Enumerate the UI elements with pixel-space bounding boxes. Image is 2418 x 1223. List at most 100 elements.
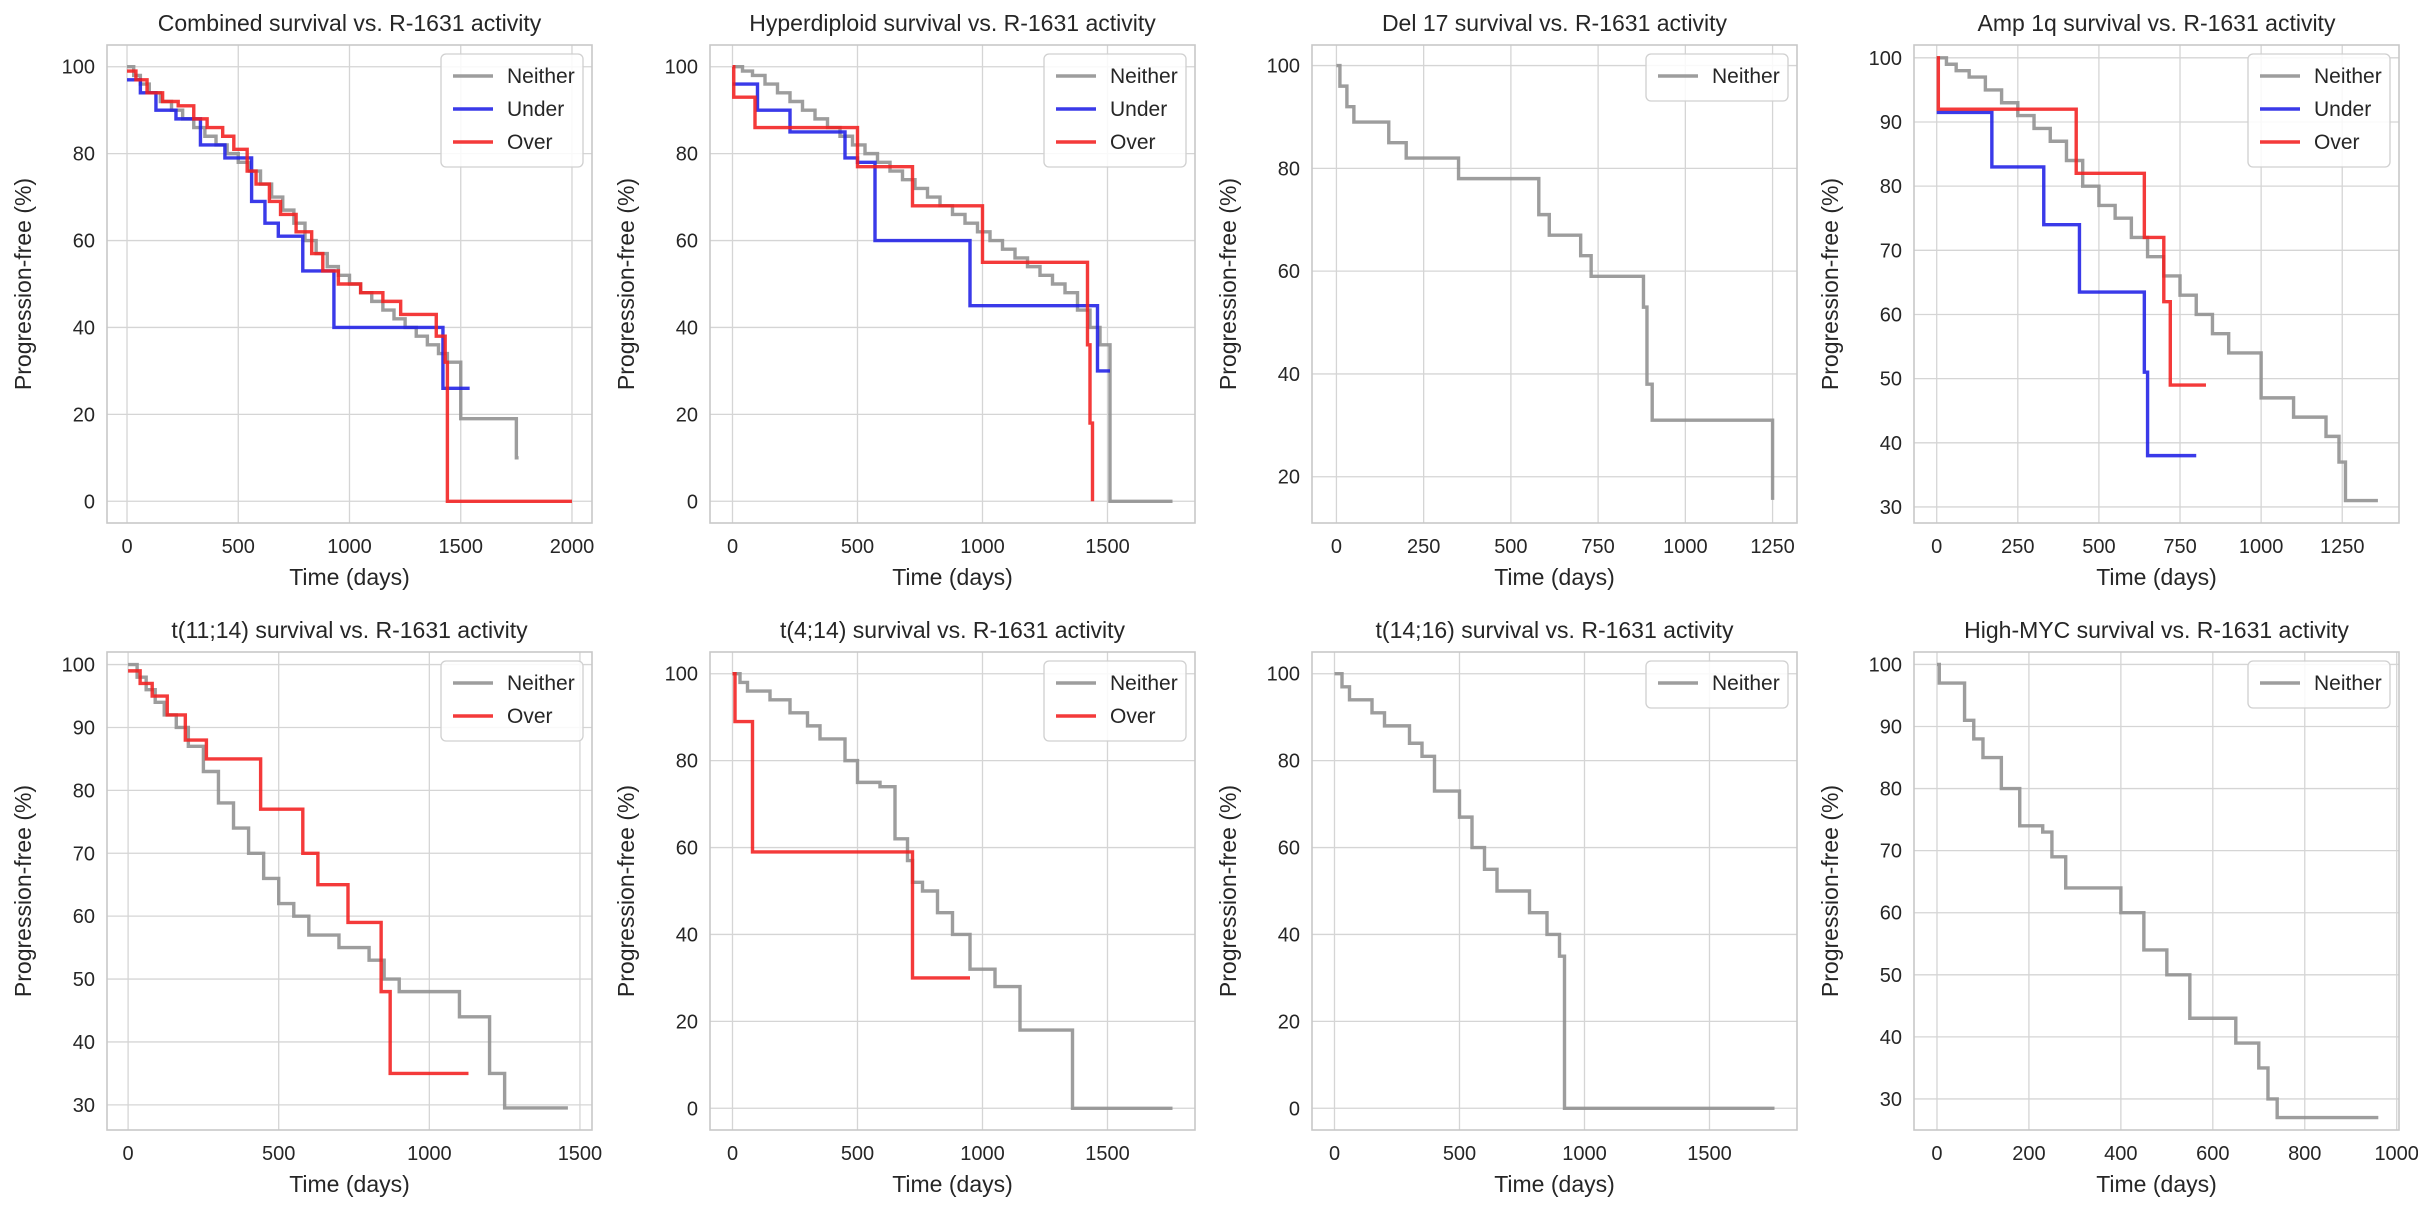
series-line-under bbox=[732, 82, 1110, 373]
chart-title: t(11;14) survival vs. R-1631 activity bbox=[171, 617, 528, 643]
plot-frame bbox=[709, 651, 1196, 1131]
y-tick-label: 20 bbox=[676, 1011, 698, 1033]
plot-frame bbox=[1913, 651, 2400, 1131]
y-axis-label: Progression-free (%) bbox=[1817, 178, 1843, 390]
y-tick-label: 40 bbox=[1278, 924, 1300, 946]
y-tick-label: 20 bbox=[676, 404, 698, 426]
series-line-neither bbox=[1936, 662, 2379, 1120]
y-tick-label: 100 bbox=[665, 664, 698, 686]
chart-title: t(14;16) survival vs. R-1631 activity bbox=[1376, 617, 1734, 643]
legend-label: Neither bbox=[507, 65, 575, 88]
y-tick-label: 90 bbox=[1880, 112, 1902, 134]
y-tick-label: 80 bbox=[73, 144, 95, 166]
subplot-6: 0 500 1000 1500 0 20 40 60 80 100 t(4;14) survival… bbox=[613, 617, 1196, 1197]
series-line-neither bbox=[1936, 56, 2378, 503]
subplot-7: 0 500 1000 1500 0 20 40 60 80 100 t(14;16) surviva… bbox=[1215, 617, 1798, 1197]
y-tick-label: 20 bbox=[1278, 1011, 1300, 1033]
x-tick-label: 1250 bbox=[1750, 536, 1795, 558]
legend-label: Neither bbox=[1110, 672, 1178, 695]
x-tick-label: 1000 bbox=[960, 536, 1005, 558]
x-tick-label: 1000 bbox=[327, 536, 372, 558]
chart-title: t(4;14) survival vs. R-1631 activity bbox=[780, 617, 1126, 643]
x-tick-label: 0 bbox=[1331, 536, 1342, 558]
y-tick-label: 100 bbox=[62, 655, 95, 677]
y-tick-label: 30 bbox=[73, 1095, 95, 1117]
legend-label: Under bbox=[507, 98, 564, 121]
legend-label: Under bbox=[1110, 98, 1167, 121]
x-tick-label: 1500 bbox=[558, 1143, 603, 1165]
x-tick-label: 500 bbox=[841, 1143, 874, 1165]
series-line-neither bbox=[732, 672, 1173, 1110]
subplot-1: 0 500 1000 1500 2000 0 20 40 60 80 100 Combined sur… bbox=[10, 10, 594, 590]
y-tick-label: 90 bbox=[1880, 716, 1902, 738]
chart-title: Amp 1q survival vs. R-1631 activity bbox=[1978, 10, 2336, 36]
legend-label: Neither bbox=[1712, 65, 1780, 88]
y-tick-label: 100 bbox=[1869, 48, 1902, 70]
y-tick-label: 0 bbox=[687, 1098, 698, 1120]
x-tick-label: 500 bbox=[1494, 536, 1527, 558]
x-axis-label: Time (days) bbox=[892, 1171, 1013, 1197]
x-tick-label: 400 bbox=[2104, 1143, 2137, 1165]
series-line-under bbox=[127, 78, 470, 390]
y-tick-label: 80 bbox=[1278, 158, 1300, 180]
subplot-3: 0 250 500 750 1000 1250 20 40 60 80 100 Del 17 surv… bbox=[1215, 10, 1798, 590]
y-tick-label: 30 bbox=[1880, 1089, 1902, 1111]
x-tick-label: 750 bbox=[2163, 536, 2196, 558]
y-tick-label: 90 bbox=[73, 717, 95, 739]
y-axis-label: Progression-free (%) bbox=[613, 178, 639, 390]
x-tick-label: 1000 bbox=[2374, 1143, 2418, 1165]
legend-box bbox=[1645, 53, 1789, 102]
y-tick-label: 60 bbox=[1880, 304, 1902, 326]
subplot-2: 0 500 1000 1500 0 20 40 60 80 100 Hyperdiploid sur… bbox=[613, 10, 1196, 590]
y-tick-label: 60 bbox=[1880, 903, 1902, 925]
x-axis-label: Time (days) bbox=[289, 564, 410, 590]
x-tick-label: 500 bbox=[262, 1143, 295, 1165]
y-tick-label: 20 bbox=[73, 404, 95, 426]
series-line-neither bbox=[732, 65, 1173, 503]
y-tick-label: 30 bbox=[1880, 497, 1902, 519]
y-tick-label: 50 bbox=[1880, 369, 1902, 391]
x-tick-label: 1000 bbox=[1562, 1143, 1607, 1165]
y-tick-label: 100 bbox=[665, 57, 698, 79]
x-tick-label: 0 bbox=[121, 536, 132, 558]
series-line-over bbox=[127, 69, 572, 503]
series-line-neither bbox=[1334, 672, 1775, 1110]
x-tick-label: 500 bbox=[222, 536, 255, 558]
y-tick-label: 70 bbox=[73, 843, 95, 865]
legend: Neither bbox=[2247, 660, 2391, 709]
y-tick-label: 60 bbox=[676, 231, 698, 253]
y-axis-label: Progression-free (%) bbox=[10, 178, 36, 390]
y-tick-label: 50 bbox=[73, 969, 95, 991]
legend-label: Over bbox=[1110, 705, 1156, 728]
y-tick-label: 50 bbox=[1880, 965, 1902, 987]
legend-box bbox=[440, 660, 584, 742]
y-tick-label: 40 bbox=[73, 317, 95, 339]
y-tick-label: 60 bbox=[676, 838, 698, 860]
y-tick-label: 100 bbox=[1869, 654, 1902, 676]
x-tick-label: 1000 bbox=[2239, 536, 2284, 558]
series-line-under bbox=[1936, 110, 2197, 458]
y-tick-label: 40 bbox=[1880, 433, 1902, 455]
chart-title: Del 17 survival vs. R-1631 activity bbox=[1382, 10, 1728, 36]
x-tick-label: 250 bbox=[2001, 536, 2034, 558]
x-tick-label: 0 bbox=[123, 1143, 134, 1165]
y-tick-label: 100 bbox=[1267, 664, 1300, 686]
legend-label: Under bbox=[2314, 98, 2371, 121]
legend: Neither Over bbox=[1043, 660, 1187, 742]
y-tick-label: 60 bbox=[73, 231, 95, 253]
x-tick-label: 0 bbox=[727, 536, 738, 558]
series-line-over bbox=[732, 65, 1095, 502]
legend: Neither Over bbox=[440, 660, 584, 742]
legend-box bbox=[2247, 53, 2391, 168]
x-tick-label: 0 bbox=[1329, 1143, 1340, 1165]
x-tick-label: 1500 bbox=[1687, 1143, 1732, 1165]
y-tick-label: 80 bbox=[676, 144, 698, 166]
x-tick-label: 500 bbox=[2082, 536, 2115, 558]
chart-title: High-MYC survival vs. R-1631 activity bbox=[1964, 617, 2349, 643]
x-axis-label: Time (days) bbox=[289, 1171, 410, 1197]
plot-frame bbox=[1311, 44, 1798, 524]
y-tick-label: 60 bbox=[1278, 838, 1300, 860]
x-tick-label: 1500 bbox=[1085, 536, 1130, 558]
y-axis-label: Progression-free (%) bbox=[1817, 785, 1843, 997]
